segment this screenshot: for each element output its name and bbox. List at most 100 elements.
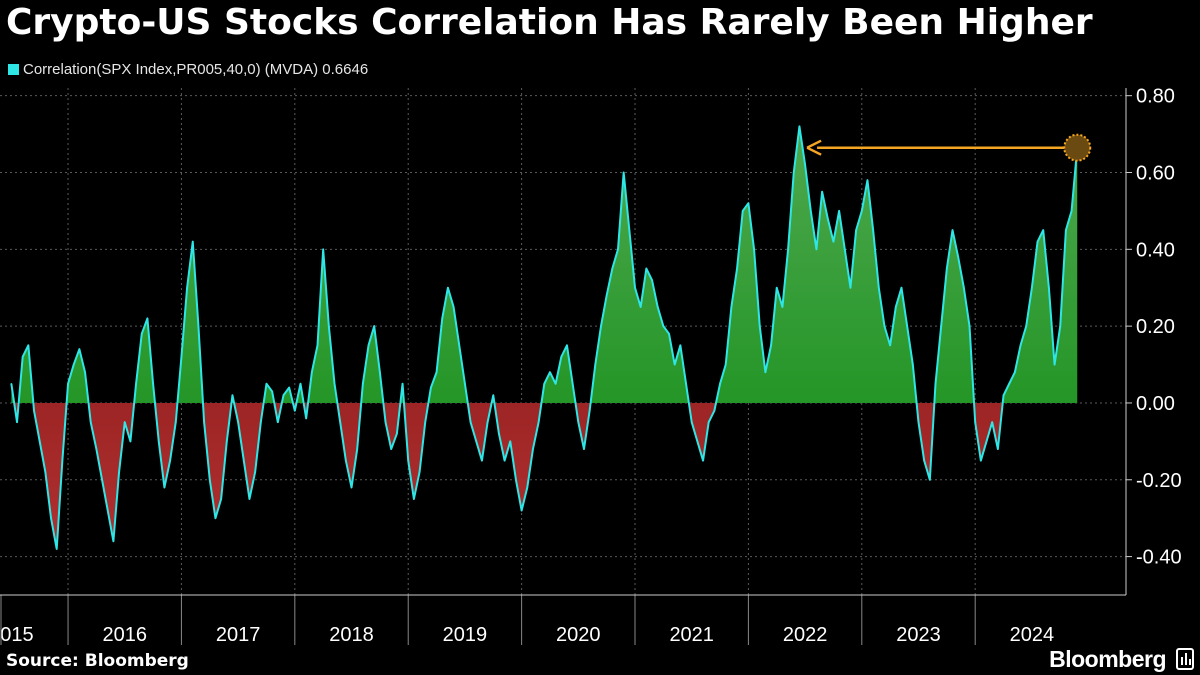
data-point (770, 344, 772, 347)
data-point (815, 248, 818, 251)
series-line (10, 125, 1079, 550)
data-point (328, 325, 330, 327)
data-point (917, 421, 920, 423)
data-point (758, 325, 761, 327)
x-tick-label: 2020 (556, 624, 601, 646)
data-point (384, 421, 387, 423)
data-point (260, 421, 262, 423)
data-point (662, 325, 665, 327)
data-point (208, 478, 211, 481)
data-point (242, 459, 245, 462)
data-point (775, 286, 778, 289)
data-point (95, 448, 98, 450)
data-point (146, 317, 149, 320)
data-point (1042, 229, 1045, 231)
data-point (413, 498, 415, 500)
data-point (1070, 210, 1073, 212)
data-point (906, 325, 908, 327)
data-point (418, 471, 421, 473)
data-point (792, 171, 795, 174)
y-tick-label: 0.40 (1136, 239, 1175, 261)
data-point (611, 267, 614, 270)
data-point (1014, 371, 1016, 374)
data-point (532, 448, 534, 450)
data-point (991, 421, 993, 423)
data-point (311, 371, 313, 374)
x-tick-label: 2015 (0, 624, 34, 646)
data-point (21, 356, 24, 358)
data-point (299, 382, 302, 385)
legend-swatch (8, 64, 19, 75)
data-point (492, 394, 495, 397)
data-point (651, 279, 653, 281)
positive-area (11, 126, 1078, 403)
data-point (16, 421, 18, 423)
data-point (305, 417, 307, 420)
data-point (832, 240, 835, 243)
data-point (1036, 240, 1039, 243)
data-point (549, 371, 551, 374)
data-point (980, 459, 982, 462)
data-point (118, 471, 120, 473)
data-point (458, 344, 461, 347)
data-point (1019, 344, 1022, 347)
axes: 2015 2016 2017 2018 2019 2020 2021 2022 2023 2024… (0, 86, 1182, 646)
data-point (61, 459, 64, 462)
data-point (38, 440, 41, 443)
chart-title: Crypto-US Stocks Correlation Has Rarely … (6, 2, 1093, 43)
data-point (50, 517, 52, 519)
data-point (929, 478, 931, 481)
data-point (33, 409, 35, 412)
x-tick-label: 2024 (1010, 624, 1055, 646)
data-point (821, 190, 823, 193)
x-tick-label: 2019 (443, 624, 488, 646)
data-point (974, 421, 976, 423)
bloomberg-logo: Bloomberg (1049, 646, 1166, 672)
data-point (112, 540, 115, 543)
data-point (900, 286, 903, 289)
data-point (804, 164, 806, 166)
data-point (883, 325, 886, 327)
data-point (781, 306, 784, 308)
data-point (702, 459, 704, 462)
data-point (736, 267, 738, 270)
data-point (577, 421, 580, 423)
data-point (605, 294, 608, 297)
data-point (180, 356, 183, 358)
data-point (316, 344, 319, 347)
data-point (345, 459, 347, 462)
data-point (826, 217, 829, 220)
data-point (583, 448, 585, 450)
data-point (724, 363, 727, 366)
data-point (809, 210, 812, 212)
data-point (594, 363, 597, 366)
annotation-arrow-head (806, 139, 822, 156)
data-point (72, 363, 75, 366)
data-point (940, 325, 942, 327)
y-tick-label: -0.20 (1136, 470, 1182, 492)
data-point (140, 333, 143, 335)
data-point (464, 382, 466, 385)
data-point (135, 382, 137, 385)
data-point (441, 317, 444, 320)
data-point (396, 432, 398, 435)
data-point (673, 363, 676, 366)
data-point (10, 382, 13, 385)
data-point (27, 344, 30, 347)
data-point (588, 409, 591, 412)
data-point (407, 459, 410, 462)
data-point (668, 333, 670, 335)
data-point (186, 286, 188, 289)
data-point (452, 306, 455, 308)
data-point (282, 394, 285, 397)
data-point (985, 440, 988, 443)
data-point (1002, 394, 1005, 397)
data-point (741, 210, 744, 212)
data-point (515, 478, 517, 481)
data-point (390, 448, 393, 450)
data-point (753, 248, 755, 251)
data-point (1059, 325, 1062, 327)
data-point (163, 486, 166, 489)
data-point (713, 409, 716, 412)
